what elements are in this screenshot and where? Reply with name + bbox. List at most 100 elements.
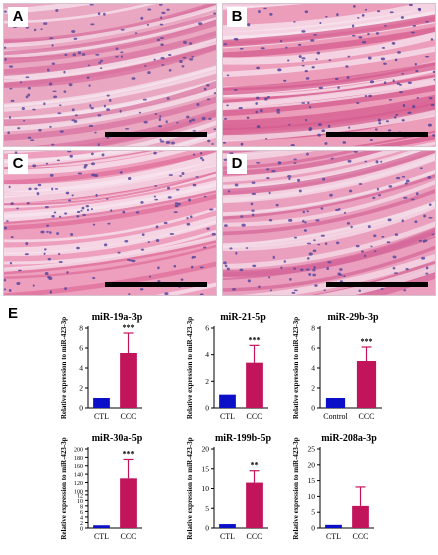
y-tick-label: 8 [311, 324, 315, 333]
y-axis-label: Relative expression to miR-423-3p [60, 317, 68, 419]
significance-marker: ** [251, 461, 259, 470]
control-bar [219, 394, 236, 408]
y-tick-label: 100 [74, 489, 83, 495]
chart-title: miR-19a-3p [92, 312, 143, 323]
y-tick-label: 15 [202, 464, 210, 473]
ccc-bar [356, 361, 377, 408]
y-tick-label: 6 [80, 510, 83, 516]
y-tick-label: 200 [74, 448, 83, 454]
y-tick-label: 2 [311, 384, 315, 393]
y-axis-label: Relative expression to miR-423-3p [292, 437, 300, 539]
y-tick-label: 140 [74, 473, 83, 479]
y-axis-label: Relative expression to miR-423-3p [292, 317, 300, 419]
y-tick-label: 160 [74, 464, 83, 470]
x-tick-label: Control [323, 412, 348, 421]
y-tick-label: 4 [205, 350, 209, 359]
x-tick-label: CTL [94, 532, 109, 541]
y-tick-label: 2 [79, 384, 83, 393]
y-tick-label: 12 [77, 493, 83, 499]
panel-letter-e: E [8, 305, 19, 322]
ccc-bar [120, 353, 137, 408]
panel-letter-a: A [8, 7, 28, 27]
y-tick-label: 20 [202, 445, 210, 454]
control-bar [325, 398, 346, 408]
y-tick-label: 0 [205, 404, 209, 413]
chart-mir-208a-3p: miR-208a-3p Relative expression to miR-42… [292, 429, 394, 550]
panel-letter-b: B [227, 7, 247, 27]
y-tick-label: 0 [311, 524, 315, 533]
y-tick-label: 0 [311, 404, 315, 413]
y-tick-label: 5 [311, 508, 315, 517]
micrograph-panel-d: D [222, 150, 436, 296]
y-tick-label: 4 [80, 515, 83, 521]
panel-letter-d: D [227, 154, 247, 174]
y-tick-label: 0 [79, 404, 83, 413]
x-tick-label: CTL [94, 412, 109, 421]
chart-title: miR-208a-3p [321, 433, 377, 444]
ccc-bar [120, 478, 137, 528]
chart-mir-29b-3p: miR-29b-3p Relative expression to miR-423… [292, 308, 394, 430]
x-tick-label: CCC [120, 532, 136, 541]
y-tick-label: 6 [311, 344, 315, 353]
y-tick-label: 6 [79, 344, 83, 353]
tissue-image [223, 151, 435, 295]
y-tick-label: 10 [308, 492, 316, 501]
y-tick-label: 8 [79, 324, 83, 333]
chart-mir-199b-5p: miR-199b-5p Relative expression to miR-42… [186, 429, 278, 550]
y-tick-label: 5 [205, 504, 209, 513]
scale-bar [326, 282, 428, 287]
chart-mir-21-5p: miR-21-5p Relative expression to miR-423-… [186, 308, 278, 430]
y-axis-label: Relative expression to miR-423-3p [186, 317, 194, 419]
chart-mir-19a-3p: miR-19a-3p Relative expression to miR-423… [60, 308, 182, 430]
y-tick-label: 15 [308, 476, 316, 485]
y-tick-label: 180 [74, 456, 83, 462]
significance-marker: *** [249, 335, 261, 344]
x-tick-label: CTL [220, 412, 235, 421]
y-tick-label: 2 [205, 377, 209, 386]
panel-letter-c: C [8, 154, 28, 174]
y-tick-label: 10 [77, 499, 83, 505]
y-tick-label: 0 [80, 527, 83, 533]
y-axis-label: Relative expression to miR-423-3p [60, 437, 68, 539]
y-tick-label: 4 [79, 364, 83, 373]
control-bar [325, 524, 342, 528]
x-tick-label: CTL [220, 532, 235, 541]
control-bar [219, 524, 236, 528]
scale-bar [105, 132, 207, 137]
micrograph-panel-b: B [222, 3, 436, 147]
chart-mir-30a-5p: miR-30a-5p Relative expression to miR-423… [60, 429, 182, 550]
micrograph-panel-a: A [3, 3, 217, 147]
y-tick-label: 120 [74, 481, 83, 487]
y-axis-label: Relative expression to miR-423-3p [186, 437, 194, 539]
tissue-image [4, 4, 216, 146]
y-tick-label: 0 [205, 524, 209, 533]
scale-bar [105, 282, 207, 287]
chart-title: miR-30a-5p [92, 433, 143, 444]
scale-bar [326, 132, 428, 137]
x-tick-label: CCC [246, 532, 262, 541]
x-tick-label: CCC [120, 412, 136, 421]
chart-title: miR-199b-5p [215, 433, 272, 444]
y-tick-label: 20 [308, 460, 316, 469]
tissue-image [223, 4, 435, 146]
y-tick-label: 10 [202, 484, 210, 493]
y-tick-label: 6 [205, 324, 209, 333]
y-tick-label: 4 [311, 364, 315, 373]
significance-marker: *** [123, 449, 135, 458]
micrograph-panel-c: C [3, 150, 217, 296]
control-bar [93, 525, 110, 528]
ccc-bar [246, 482, 263, 528]
y-tick-label: 2 [80, 521, 83, 527]
tissue-image [4, 151, 216, 295]
x-tick-label: CCC [352, 532, 368, 541]
x-tick-label: CCC [358, 412, 374, 421]
chart-title: miR-29b-3p [327, 312, 379, 323]
control-bar [93, 398, 110, 408]
significance-marker: *** [123, 323, 135, 332]
y-tick-label: 8 [80, 504, 83, 510]
significance-marker: *** [361, 337, 373, 346]
x-tick-label: CCC [246, 412, 262, 421]
chart-title: miR-21-5p [220, 312, 266, 323]
ccc-bar [352, 505, 369, 528]
y-tick-label: 25 [308, 445, 316, 454]
